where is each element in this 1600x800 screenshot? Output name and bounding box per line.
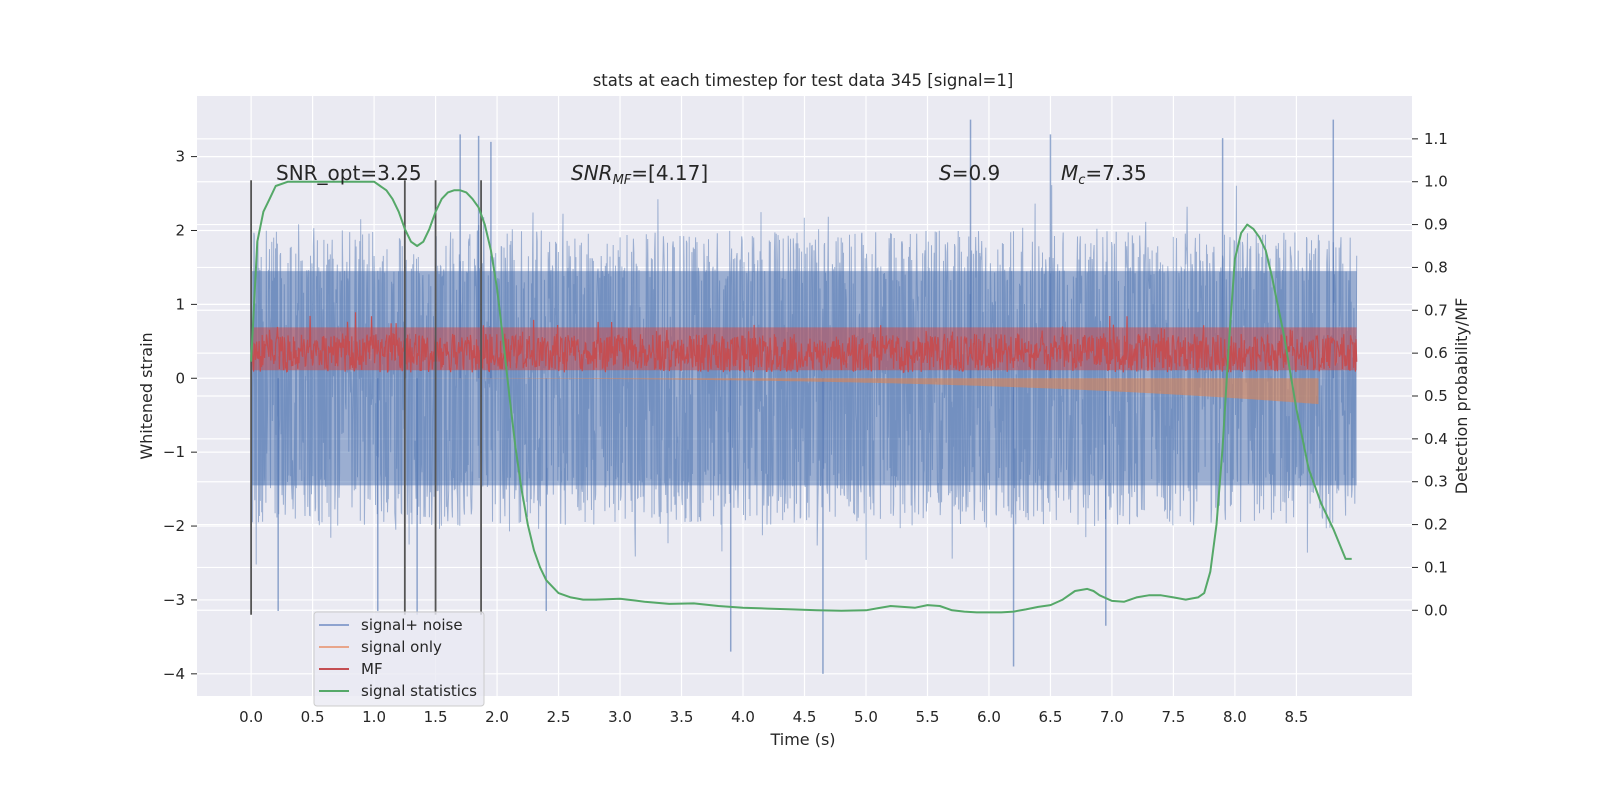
chart-annotations: SNR_opt=3.25 SNRMF=[4.17] S=0.9 Mc=7.35	[276, 161, 1147, 188]
annotation-snr-mf-subscript: MF	[613, 173, 632, 188]
y-tick-label: 3	[175, 148, 185, 166]
legend-item-signal-statistics: signal statistics	[319, 682, 477, 700]
legend-label-signal-noise: signal+ noise	[361, 616, 463, 634]
y2-tick-label: 0.4	[1424, 430, 1448, 448]
x-tick-label: 2.0	[485, 708, 509, 726]
legend-item-mf: MF	[319, 660, 383, 678]
marker-lines	[250, 180, 482, 615]
annotation-snr-opt: SNR_opt=3.25	[276, 161, 422, 185]
y2-tick-label: 0.9	[1424, 216, 1448, 234]
legend-frame	[313, 611, 485, 707]
y2-tick-label: 0.2	[1424, 516, 1448, 534]
y2-tick-label: 0.5	[1424, 387, 1448, 405]
y-tick-label: −1	[163, 443, 185, 461]
x-tick-label: 4.5	[793, 708, 817, 726]
y2-axis-ticks: 1.1 1.0 0.9 0.8 0.7 0.6 0.5 0.4 0.3 0.2 0.1 0.0	[1412, 130, 1448, 619]
x-axis-label: Time (s)	[769, 730, 835, 749]
x-tick-label: 7.0	[1100, 708, 1124, 726]
annotation-s: S=0.9	[939, 161, 1000, 185]
x-tick-label: 3.0	[608, 708, 632, 726]
x-axis-ticks: 0.0 0.5 1.0 1.5 2.0 2.5 3.0 3.5 4.0 4.5 5.0 5.5 6.0 6…	[239, 708, 1308, 726]
annotation-mc-value: =7.35	[1085, 161, 1146, 185]
annotation-mc-subscript: c	[1078, 173, 1085, 188]
x-tick-label: 1.5	[424, 708, 448, 726]
legend-label-mf: MF	[361, 660, 383, 678]
x-tick-label: 5.0	[854, 708, 878, 726]
y-tick-label: 2	[175, 221, 185, 239]
signal-statistics-series	[250, 180, 1352, 614]
y2-tick-label: 1.1	[1424, 130, 1448, 148]
y-tick-label: 1	[175, 295, 185, 313]
y2-axis-label: Detection probability/MF	[1452, 298, 1471, 495]
legend-label-signal-only: signal only	[361, 638, 442, 656]
x-tick-label: 0.0	[239, 708, 263, 726]
y-tick-label: −3	[163, 591, 185, 609]
x-tick-label: 3.5	[670, 708, 694, 726]
chart-legend: signal+ noise signal only MF signal stat…	[313, 611, 485, 707]
signal-only-series	[251, 378, 1319, 405]
x-tick-label: 6.0	[977, 708, 1001, 726]
annotation-s-value: =0.9	[952, 161, 1001, 185]
y2-tick-label: 0.8	[1424, 258, 1448, 276]
x-tick-label: 5.5	[916, 708, 940, 726]
x-tick-label: 4.0	[731, 708, 755, 726]
y2-tick-label: 0.6	[1424, 344, 1448, 362]
y2-tick-label: 0.0	[1424, 601, 1448, 619]
y2-tick-label: 0.7	[1424, 301, 1448, 319]
x-tick-label: 6.5	[1039, 708, 1063, 726]
y2-tick-label: 0.3	[1424, 473, 1448, 491]
y-tick-label: 0	[175, 369, 185, 387]
annotation-s-symbol: S	[939, 161, 952, 185]
x-tick-label: 0.5	[301, 708, 325, 726]
annotation-snr-mf-symbol: SNR	[571, 161, 613, 185]
y-axis-label: Whitened strain	[137, 332, 156, 459]
y2-tick-label: 1.0	[1424, 173, 1448, 191]
chart-title: stats at each timestep for test data 345…	[593, 71, 1014, 90]
plot-area	[250, 119, 1358, 674]
y-axis-ticks: 3 2 1 0 −1 −2 −3 −4	[163, 148, 197, 683]
annotation-mc-symbol: M	[1061, 161, 1078, 185]
annotation-snr-mf-value: =[4.17]	[631, 161, 708, 185]
x-tick-label: 8.0	[1223, 708, 1247, 726]
x-tick-label: 2.5	[547, 708, 571, 726]
y2-tick-label: 0.1	[1424, 558, 1448, 576]
annotation-mc: Mc=7.35	[1061, 161, 1147, 188]
legend-label-signal-statistics: signal statistics	[361, 682, 477, 700]
x-tick-label: 8.5	[1284, 708, 1308, 726]
y-tick-label: −4	[163, 665, 185, 683]
legend-item-signal-only: signal only	[319, 638, 442, 656]
y-tick-label: −2	[163, 517, 185, 535]
x-tick-label: 1.0	[362, 708, 386, 726]
legend-item-signal-noise: signal+ noise	[319, 616, 463, 634]
annotation-snr-mf: SNRMF=[4.17]	[571, 161, 708, 188]
x-tick-label: 7.5	[1161, 708, 1185, 726]
